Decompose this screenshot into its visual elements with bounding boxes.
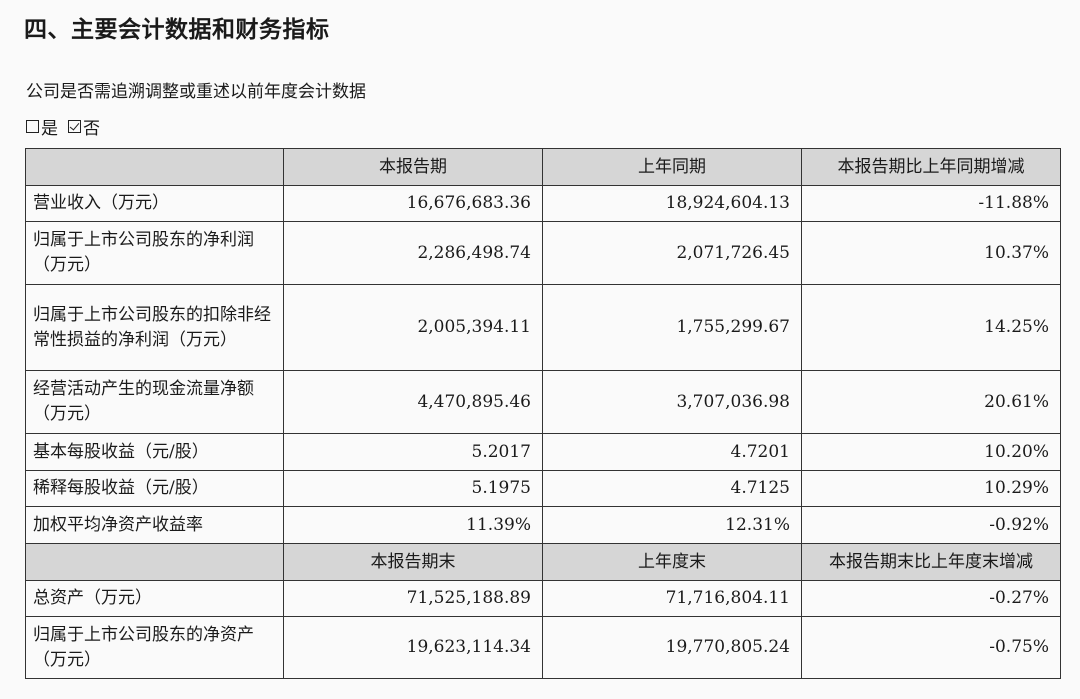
restatement-question: 公司是否需追溯调整或重述以前年度会计数据 (26, 82, 366, 102)
row-current: 4,470,895.46 (283, 370, 543, 434)
row-label: 营业收入（万元） (25, 185, 284, 222)
table-header-row: 本报告期 上年同期 本报告期比上年同期增减 (25, 148, 1061, 186)
header-change: 本报告期比上年同期增减 (801, 148, 1061, 186)
table-header-row: 本报告期末 上年度末 本报告期末比上年度末增减 (25, 543, 1061, 581)
row-previous: 4.7125 (542, 470, 802, 507)
row-change: -11.88% (801, 185, 1061, 222)
table-row: 营业收入（万元） 16,676,683.36 18,924,604.13 -11… (25, 185, 1061, 222)
checkbox-yes[interactable] (26, 120, 39, 133)
row-current: 11.39% (283, 506, 543, 544)
restatement-options: 是 否 (26, 114, 110, 139)
row-previous: 71,716,804.11 (542, 580, 802, 617)
row-label: 归属于上市公司股东的扣除非经常性损益的净利润（万元） (25, 284, 284, 371)
row-previous: 1,755,299.67 (542, 284, 802, 371)
row-label: 加权平均净资产收益率 (25, 506, 284, 544)
row-previous: 2,071,726.45 (542, 221, 802, 285)
header-period-end: 本报告期末 (283, 543, 543, 581)
row-previous: 4.7201 (542, 433, 802, 471)
row-change: 14.25% (801, 284, 1061, 371)
checkbox-no-checked[interactable] (68, 120, 81, 133)
row-current: 71,525,188.89 (283, 580, 543, 617)
row-label: 归属于上市公司股东的净利润（万元） (25, 221, 284, 285)
row-current: 5.2017 (283, 433, 543, 471)
option-yes-label: 是 (41, 119, 58, 139)
row-change: -0.27% (801, 580, 1061, 617)
table-row: 总资产（万元） 71,525,188.89 71,716,804.11 -0.2… (25, 580, 1061, 617)
table-row: 稀释每股收益（元/股） 5.1975 4.7125 10.29% (25, 470, 1061, 507)
header-prior-period: 上年同期 (542, 148, 802, 186)
table-row: 基本每股收益（元/股） 5.2017 4.7201 10.20% (25, 433, 1061, 471)
row-change: 10.29% (801, 470, 1061, 507)
option-no-label: 否 (83, 119, 100, 139)
row-change: 10.20% (801, 433, 1061, 471)
row-current: 16,676,683.36 (283, 185, 543, 222)
header-blank (25, 543, 284, 581)
row-label: 稀释每股收益（元/股） (25, 470, 284, 507)
row-label: 归属于上市公司股东的净资产（万元） (25, 616, 284, 679)
row-label: 总资产（万元） (25, 580, 284, 617)
table-row: 归属于上市公司股东的净利润（万元） 2,286,498.74 2,071,726… (25, 221, 1061, 285)
option-no[interactable]: 否 (68, 114, 100, 139)
row-change: -0.92% (801, 506, 1061, 544)
table-row: 经营活动产生的现金流量净额（万元） 4,470,895.46 3,707,036… (25, 370, 1061, 434)
row-current: 5.1975 (283, 470, 543, 507)
option-yes[interactable]: 是 (26, 114, 58, 139)
row-label: 基本每股收益（元/股） (25, 433, 284, 471)
row-previous: 3,707,036.98 (542, 370, 802, 434)
row-previous: 19,770,805.24 (542, 616, 802, 679)
row-change: 10.37% (801, 221, 1061, 285)
row-label: 经营活动产生的现金流量净额（万元） (25, 370, 284, 434)
header-blank (25, 148, 284, 186)
header-change-year-end: 本报告期末比上年度末增减 (801, 543, 1061, 581)
row-current: 2,005,394.11 (283, 284, 543, 371)
financial-data-table: 本报告期 上年同期 本报告期比上年同期增减 营业收入（万元） 16,676,68… (25, 148, 1061, 679)
section-title: 四、主要会计数据和财务指标 (24, 17, 330, 43)
row-change: -0.75% (801, 616, 1061, 679)
table-row: 归属于上市公司股东的净资产（万元） 19,623,114.34 19,770,8… (25, 616, 1061, 679)
row-current: 19,623,114.34 (283, 616, 543, 679)
row-previous: 12.31% (542, 506, 802, 544)
table-row: 归属于上市公司股东的扣除非经常性损益的净利润（万元） 2,005,394.11 … (25, 284, 1061, 371)
row-change: 20.61% (801, 370, 1061, 434)
header-current-period: 本报告期 (283, 148, 543, 186)
row-previous: 18,924,604.13 (542, 185, 802, 222)
header-prior-year-end: 上年度末 (542, 543, 802, 581)
table-row: 加权平均净资产收益率 11.39% 12.31% -0.92% (25, 506, 1061, 544)
row-current: 2,286,498.74 (283, 221, 543, 285)
